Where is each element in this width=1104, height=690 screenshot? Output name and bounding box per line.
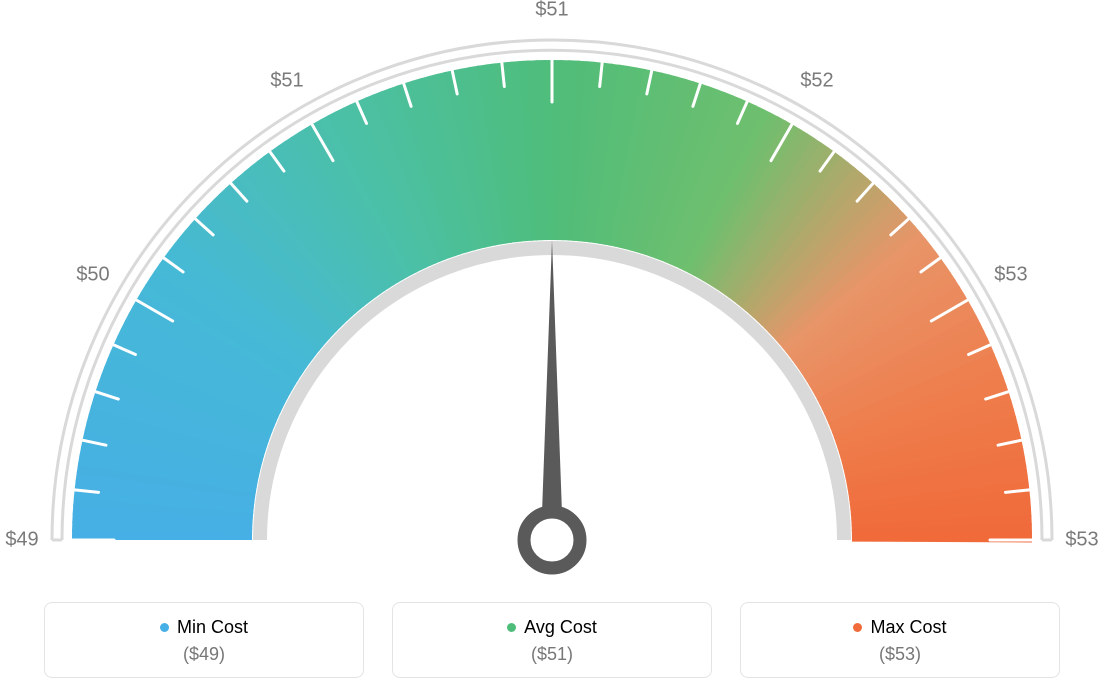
dot-icon-max [853,623,862,632]
legend-card-max: Max Cost ($53) [740,602,1060,678]
legend-label-text-avg: Avg Cost [524,617,597,638]
gauge-tick-label: $51 [270,70,303,93]
legend-card-avg: Avg Cost ($51) [392,602,712,678]
cost-gauge-container: $49 $50 $51 $51 $52 $53 $53 Min Cost ($49) Avg… [0,0,1104,690]
gauge-tick-label: $53 [1065,529,1098,552]
legend-label-min: Min Cost [160,617,248,638]
gauge-tick-label: $53 [994,264,1027,287]
legend-value-max: ($53) [741,644,1059,665]
gauge-tick-label: $50 [76,264,109,287]
legend-value-min: ($49) [45,644,363,665]
legend-label-text-max: Max Cost [870,617,946,638]
legend-card-min: Min Cost ($49) [44,602,364,678]
gauge-svg [0,0,1104,580]
gauge-tick-label: $49 [5,529,38,552]
legend-label-avg: Avg Cost [507,617,597,638]
gauge-tick-label: $51 [535,0,568,22]
gauge-tick-label: $52 [800,70,833,93]
dot-icon-avg [507,623,516,632]
gauge-area: $49 $50 $51 $51 $52 $53 $53 [0,0,1104,580]
legend-label-text-min: Min Cost [177,617,248,638]
legend-value-avg: ($51) [393,644,711,665]
legend-row: Min Cost ($49) Avg Cost ($51) Max Cost (… [0,602,1104,678]
legend-label-max: Max Cost [853,617,946,638]
dot-icon-min [160,623,169,632]
